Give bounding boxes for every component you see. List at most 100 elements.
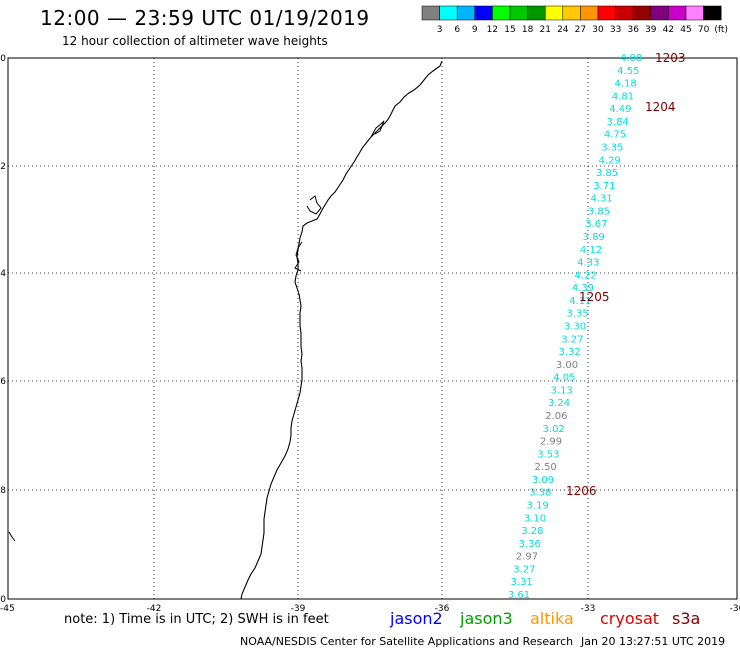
swh-reading: 3.61 xyxy=(508,590,530,601)
swh-reading: 4.81 xyxy=(612,91,634,102)
swh-reading: 4.39 xyxy=(572,283,594,294)
lat-label: -14 xyxy=(0,269,6,279)
swh-reading: 2.99 xyxy=(540,437,562,448)
legend-label: 39 xyxy=(645,25,657,35)
swh-reading: 3.89 xyxy=(583,232,605,243)
legend-label: 21 xyxy=(539,25,550,35)
footer-timestamp: Jan 20 13:27:51 UTC 2019 xyxy=(581,635,726,648)
swh-reading: 3.85 xyxy=(588,206,610,217)
swh-reading: 3.71 xyxy=(593,181,615,192)
lat-label: -18 xyxy=(0,486,6,496)
color-legend: 3 6 9 12 15 18 21 24 27 30 33 36 39 42 45 70 (ft) xyxy=(421,5,728,35)
swh-reading: 3.27 xyxy=(561,334,583,345)
footer-credit: NOAA/NESDIS Center for Satellite Applica… xyxy=(240,635,574,648)
legend-swatch xyxy=(615,5,634,21)
satellite-jason3-label: jason3 xyxy=(460,609,513,628)
legend-swatch xyxy=(580,5,599,21)
lon-label: -45 xyxy=(0,604,15,614)
legend-swatch xyxy=(650,5,669,21)
swh-reading: 3.27 xyxy=(513,564,535,575)
legend-label: 70 xyxy=(698,25,710,35)
time-labels: 1203 1204 1205 1206 xyxy=(566,51,686,498)
swh-reading: 4.75 xyxy=(604,130,626,141)
lat-lon-grid xyxy=(8,58,737,599)
map-title: 12:00 — 23:59 UTC 01/19/2019 xyxy=(40,6,370,30)
lon-label: -30 xyxy=(730,604,740,614)
coastline-detail xyxy=(8,120,385,542)
swh-reading: 3.53 xyxy=(537,449,559,460)
legend-swatch xyxy=(421,5,440,21)
swh-reading: 3.19 xyxy=(527,501,549,512)
swh-reading: 3.13 xyxy=(551,385,573,396)
legend-swatch xyxy=(544,5,564,21)
coastline xyxy=(240,60,443,600)
legend-swatch xyxy=(492,5,511,21)
swh-reading: 3.24 xyxy=(548,398,570,409)
lat-label: -10 xyxy=(0,54,6,64)
swh-reading: 3.85 xyxy=(596,168,618,179)
legend-swatch xyxy=(509,5,528,21)
swh-reading: 4.55 xyxy=(617,66,639,77)
swh-reading: 4.18 xyxy=(615,79,637,90)
lon-label: -39 xyxy=(291,604,306,614)
swh-reading: 3.67 xyxy=(585,219,607,230)
swh-reading: 3.10 xyxy=(524,513,546,524)
legend-swatch xyxy=(668,5,687,21)
swh-reading: 3.32 xyxy=(559,347,581,358)
legend-swatch xyxy=(527,5,546,21)
satellite-cryosat-label: cryosat xyxy=(600,609,660,628)
swh-reading: 4.31 xyxy=(591,194,613,205)
swh-reading: 2.06 xyxy=(545,411,567,422)
legend-label: 33 xyxy=(610,25,621,35)
map-subtitle: 12 hour collection of altimeter wave hei… xyxy=(62,34,328,48)
legend-label: 45 xyxy=(680,25,691,35)
swh-reading: 4.49 xyxy=(609,104,631,115)
swh-reading: 4.12 xyxy=(580,245,602,256)
footer-note: note: 1) Time is in UTC; 2) SWH is in fe… xyxy=(64,612,329,627)
legend-swatch xyxy=(439,5,458,21)
swh-readings: 4.084.554.184.814.493.844.753.354.293.85… xyxy=(508,53,642,601)
swh-reading: 2.50 xyxy=(535,462,557,473)
legend-label: 18 xyxy=(522,25,534,35)
swh-reading: 4.33 xyxy=(577,258,599,269)
time-label: 1204 xyxy=(645,100,676,114)
swh-reading: 3.35 xyxy=(567,309,589,320)
legend-swatch xyxy=(632,5,652,21)
swh-reading: 3.38 xyxy=(529,488,551,499)
swh-reading: 4.05 xyxy=(553,373,575,384)
lat-label: -16 xyxy=(0,377,6,387)
swh-reading: 3.28 xyxy=(521,526,543,537)
swh-reading: 3.09 xyxy=(532,475,554,486)
legend-swatch xyxy=(562,5,581,21)
legend-label: 9 xyxy=(472,25,478,35)
swh-reading: 3.36 xyxy=(519,539,541,550)
satellite-jason2-label: jason2 xyxy=(390,609,443,628)
swh-reading: 3.31 xyxy=(511,577,533,588)
legend-swatch xyxy=(456,5,476,21)
legend-label: 15 xyxy=(504,25,515,35)
swh-reading: 4.11 xyxy=(569,296,591,307)
legend-label: 6 xyxy=(454,25,460,35)
legend-swatch xyxy=(685,5,704,21)
lon-label: -33 xyxy=(581,604,596,614)
legend-label: 27 xyxy=(575,25,586,35)
swh-reading: 3.84 xyxy=(607,117,629,128)
lat-label: -20 xyxy=(0,595,6,605)
satellite-altika-label: altika xyxy=(530,609,574,628)
legend-label: 42 xyxy=(663,25,674,35)
legend-swatch xyxy=(597,5,616,21)
legend-label: 3 xyxy=(437,25,443,35)
legend-swatch xyxy=(703,5,722,21)
map-frame xyxy=(7,57,738,600)
lat-label: -12 xyxy=(0,162,6,172)
swh-reading: 2.97 xyxy=(516,552,538,563)
swh-reading: 4.29 xyxy=(599,155,621,166)
legend-label: (ft) xyxy=(714,25,728,35)
time-label: 1203 xyxy=(655,51,686,65)
legend-label: 36 xyxy=(627,25,639,35)
swh-reading: 3.35 xyxy=(601,143,623,154)
swh-reading: 4.22 xyxy=(575,270,597,281)
legend-label: 30 xyxy=(592,25,604,35)
lon-label: -42 xyxy=(147,604,162,614)
